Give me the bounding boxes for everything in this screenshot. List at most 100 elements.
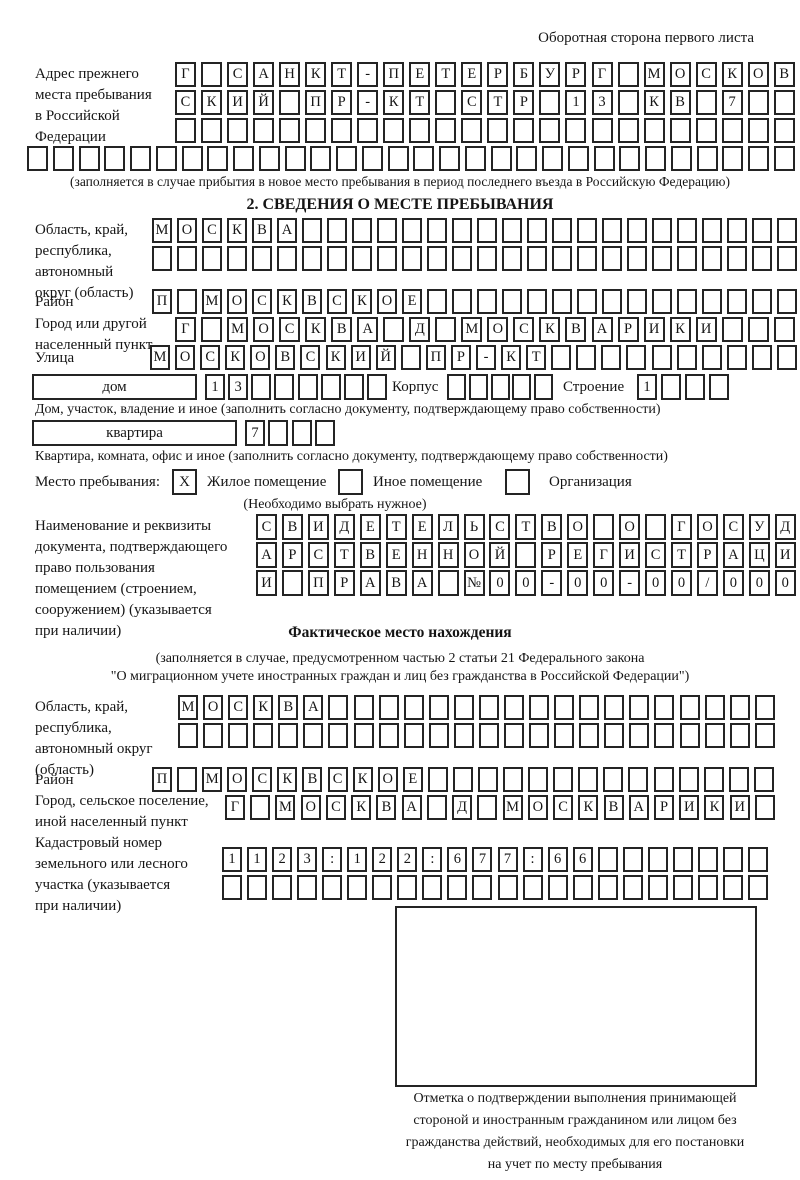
- char-cell: В: [565, 317, 587, 342]
- char-cell: С: [175, 90, 196, 115]
- char-cell: [452, 218, 472, 243]
- char-cell: И: [350, 345, 371, 370]
- char-cell: [303, 723, 324, 748]
- char-cell: [678, 767, 699, 792]
- char-cell: [104, 146, 126, 171]
- char-cell: [685, 374, 705, 400]
- char-cell: [622, 847, 643, 872]
- label-line: Кадастровый номер: [35, 835, 162, 851]
- char-cell: К: [325, 345, 346, 370]
- char-cell: С: [513, 317, 535, 342]
- char-cell: [477, 289, 497, 314]
- char-cell: [302, 246, 322, 271]
- char-cell: К: [704, 795, 725, 820]
- char-cell: М: [461, 317, 483, 342]
- char-cell: [777, 289, 797, 314]
- char-cell: П: [307, 570, 329, 596]
- char-cell: [752, 218, 772, 243]
- char-cell: [539, 90, 561, 115]
- char-cell: [661, 374, 681, 400]
- char-cell: Е: [402, 767, 423, 792]
- char-cell: В: [541, 514, 563, 540]
- street-label: Улица: [35, 350, 75, 366]
- char-cell: [552, 289, 572, 314]
- char-cell: -: [541, 570, 563, 596]
- char-cell: 0: [671, 570, 692, 596]
- char-cell: [677, 218, 697, 243]
- label-line: (область): [35, 762, 94, 778]
- char-cell: А: [256, 542, 277, 568]
- prev-address-row-4: [27, 146, 795, 171]
- char-cell: П: [305, 90, 327, 115]
- char-cell: [534, 374, 553, 400]
- char-cell: [253, 118, 275, 143]
- char-cell: [777, 246, 797, 271]
- char-cell: [435, 90, 457, 115]
- char-cell: [729, 695, 750, 720]
- char-cell: Р: [450, 345, 471, 370]
- char-cell: [652, 246, 672, 271]
- stay-type-label: Место пребывания:: [35, 474, 160, 490]
- char-cell: [402, 246, 422, 271]
- char-cell: [752, 246, 772, 271]
- char-cell: [152, 246, 172, 271]
- char-cell: 7: [497, 847, 518, 872]
- char-cell: [593, 146, 615, 171]
- char-cell: [522, 875, 543, 900]
- char-cell: 1: [205, 374, 225, 400]
- char-cell: [250, 795, 271, 820]
- char-cell: [181, 146, 203, 171]
- char-cell: Д: [409, 317, 431, 342]
- char-cell: [547, 875, 568, 900]
- char-cell: С: [553, 795, 574, 820]
- char-cell: [722, 847, 743, 872]
- char-cell: Й: [375, 345, 396, 370]
- char-cell: 0: [593, 570, 615, 596]
- char-cell: [647, 847, 668, 872]
- label-line: места пребывания: [35, 87, 152, 103]
- char-cell: А: [253, 62, 275, 87]
- char-cell: [747, 847, 768, 872]
- label-line: Город, сельское поселение,: [35, 793, 209, 809]
- char-cell: 0: [722, 570, 744, 596]
- char-cell: К: [227, 218, 247, 243]
- label-line: республика,: [35, 243, 112, 259]
- checkbox-residential: X: [172, 469, 197, 495]
- char-cell: [516, 146, 538, 171]
- char-cell: [258, 146, 280, 171]
- char-cell: С: [461, 90, 483, 115]
- prev-address-note: (заполняется в случае прибытия в новое м…: [69, 174, 731, 189]
- char-cell: Р: [617, 317, 639, 342]
- char-cell: [577, 289, 597, 314]
- char-cell: [327, 246, 347, 271]
- char-cell: [447, 374, 466, 400]
- char-cell: [377, 246, 397, 271]
- actual-district-label: Район: [35, 772, 74, 788]
- char-cell: К: [253, 695, 274, 720]
- char-cell: С: [327, 767, 348, 792]
- region-row-2: [152, 246, 797, 271]
- char-cell: [645, 514, 667, 540]
- char-cell: [478, 695, 499, 720]
- char-cell: [177, 767, 198, 792]
- char-cell: [343, 374, 364, 400]
- char-cell: И: [256, 570, 277, 596]
- char-cell: [402, 218, 422, 243]
- char-cell: [464, 146, 486, 171]
- char-cell: О: [227, 767, 248, 792]
- char-cell: [52, 146, 74, 171]
- char-cell: [272, 875, 293, 900]
- char-cell: [576, 345, 597, 370]
- label-line: документа, подтверждающего: [35, 539, 228, 555]
- char-cell: П: [383, 62, 405, 87]
- char-cell: [413, 146, 435, 171]
- stay-type-note: (Необходимо выбрать нужное): [243, 497, 427, 512]
- char-cell: К: [539, 317, 561, 342]
- char-cell: Н: [437, 542, 459, 568]
- city-label: Город или другой населенный пункт: [35, 314, 152, 356]
- char-cell: [428, 695, 449, 720]
- char-cell: Е: [359, 514, 381, 540]
